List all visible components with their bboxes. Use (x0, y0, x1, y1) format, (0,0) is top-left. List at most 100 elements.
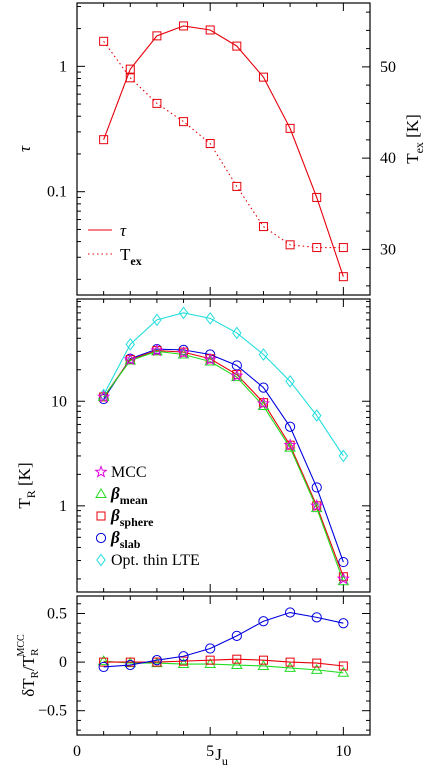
legend-marker-beta-sphere (96, 511, 106, 521)
data-point-opt-thin-lte (178, 306, 189, 320)
data-point-tau (179, 21, 189, 31)
data-point-beta-slab (231, 630, 242, 641)
data-point-beta-mean (284, 661, 296, 672)
data-point-tau (125, 64, 135, 74)
data-point-beta-sphere (312, 658, 322, 668)
data-point-tex (338, 243, 348, 253)
data-point-beta-slab (258, 616, 269, 627)
data-point-beta-slab (284, 421, 296, 432)
panel-relative-difference: −0.5 0 0.5 0 5 10 Ju δTR/TRMCC (16, 595, 371, 768)
data-point-tex (152, 98, 162, 108)
data-point-mcc (336, 572, 350, 585)
x-tick-label: 5 (206, 743, 214, 760)
data-point-beta-mean (230, 659, 243, 670)
data-point-beta-slab (98, 661, 109, 673)
panel-optical-depth: 0.1 1 30 40 50 τ Tex [K] τ Tex (15, 2, 426, 296)
plot-frame (76, 298, 371, 593)
legend-marker-opt-thin-lte (96, 553, 106, 567)
data-point-tex (232, 181, 242, 191)
data-point-mcc (176, 345, 191, 359)
y-tick-label: 1 (59, 58, 67, 75)
x-tick-label: 0 (73, 743, 81, 760)
series-line-tau (103, 25, 344, 277)
y-axis-label: TR [K] (15, 462, 38, 508)
data-point-beta-sphere (312, 501, 322, 511)
data-point-beta-slab (151, 655, 163, 666)
data-point-mcc (97, 389, 111, 403)
plot-frame (76, 595, 371, 736)
data-point-tex (312, 243, 322, 253)
legend-label-beta-sphere: βsphere (110, 506, 154, 529)
y-right-tick-label: 30 (380, 241, 396, 258)
data-point-mcc (283, 438, 297, 451)
data-point-beta-slab (338, 618, 349, 629)
y-axis-label: δTR/TRMCC (16, 634, 41, 697)
data-point-mcc (203, 352, 217, 366)
data-point-tex (205, 139, 215, 149)
series-line-beta-slab (103, 348, 344, 563)
x-axis-label: Ju (215, 745, 228, 768)
data-point-beta-slab (338, 556, 349, 568)
data-point-mcc (150, 343, 164, 357)
data-point-opt-thin-lte (311, 409, 322, 422)
data-point-mcc (310, 498, 324, 512)
data-point-beta-sphere (99, 657, 109, 667)
data-point-beta-mean (97, 390, 110, 401)
data-point-beta-sphere (179, 656, 189, 666)
data-point-tau (285, 123, 295, 133)
y-tick-label: 0 (59, 654, 67, 671)
data-point-beta-slab (205, 643, 216, 654)
legend-label-beta-slab: βslab (110, 528, 141, 551)
data-point-opt-thin-lte (258, 348, 269, 361)
data-point-beta-mean (204, 658, 217, 669)
data-point-opt-thin-lte (125, 338, 136, 351)
data-point-opt-thin-lte (232, 326, 242, 340)
y-right-tick-label: 50 (380, 59, 396, 76)
data-point-beta-slab (311, 612, 322, 623)
data-point-beta-mean (310, 663, 323, 674)
legend-label-mcc: MCC (111, 464, 147, 481)
data-point-tex (125, 73, 135, 83)
data-point-beta-sphere (258, 655, 268, 665)
legend-label-tex: Tex (120, 245, 142, 268)
y-axis-label: τ (15, 145, 34, 152)
x-tick-label: 10 (335, 743, 351, 760)
series-line-tex (103, 41, 344, 249)
plot-frame (76, 2, 371, 296)
legend-marker-mcc (94, 465, 108, 478)
data-point-beta-mean (337, 666, 350, 677)
data-point-beta-mean (177, 658, 190, 669)
data-point-opt-thin-lte (338, 449, 349, 463)
y-tick-label: 1 (59, 498, 67, 515)
series-line-opt-thin-lte (103, 312, 344, 457)
y-tick-label: 0.1 (47, 184, 67, 201)
data-point-beta-sphere (205, 655, 215, 665)
y-tick-label: −0.5 (38, 703, 67, 720)
data-point-tex (179, 117, 189, 127)
legend-marker-beta-mean (95, 488, 107, 498)
y-tick-label: 10 (51, 393, 67, 410)
data-point-tex (258, 222, 268, 232)
data-point-beta-slab (284, 607, 296, 618)
data-point-tau (338, 272, 348, 282)
data-point-beta-slab (258, 382, 269, 393)
y-right-axis-label: Tex [K] (403, 114, 426, 164)
data-point-tau (258, 72, 268, 82)
data-point-tex (99, 36, 109, 46)
data-point-mcc (256, 396, 271, 410)
data-point-tau (232, 41, 242, 51)
data-point-opt-thin-lte (152, 313, 162, 327)
data-point-beta-slab (311, 482, 322, 493)
legend-label-beta-mean: βmean (110, 484, 148, 507)
data-point-mcc (123, 352, 137, 366)
data-point-beta-mean (97, 655, 110, 666)
data-point-tau (312, 192, 322, 202)
data-point-tau (205, 25, 215, 35)
series-line-beta-mean (103, 350, 344, 582)
data-point-tau (152, 31, 162, 41)
series-line-beta-slab (103, 611, 344, 668)
data-point-beta-sphere (285, 657, 295, 667)
legend-label-tau: τ (120, 221, 127, 240)
